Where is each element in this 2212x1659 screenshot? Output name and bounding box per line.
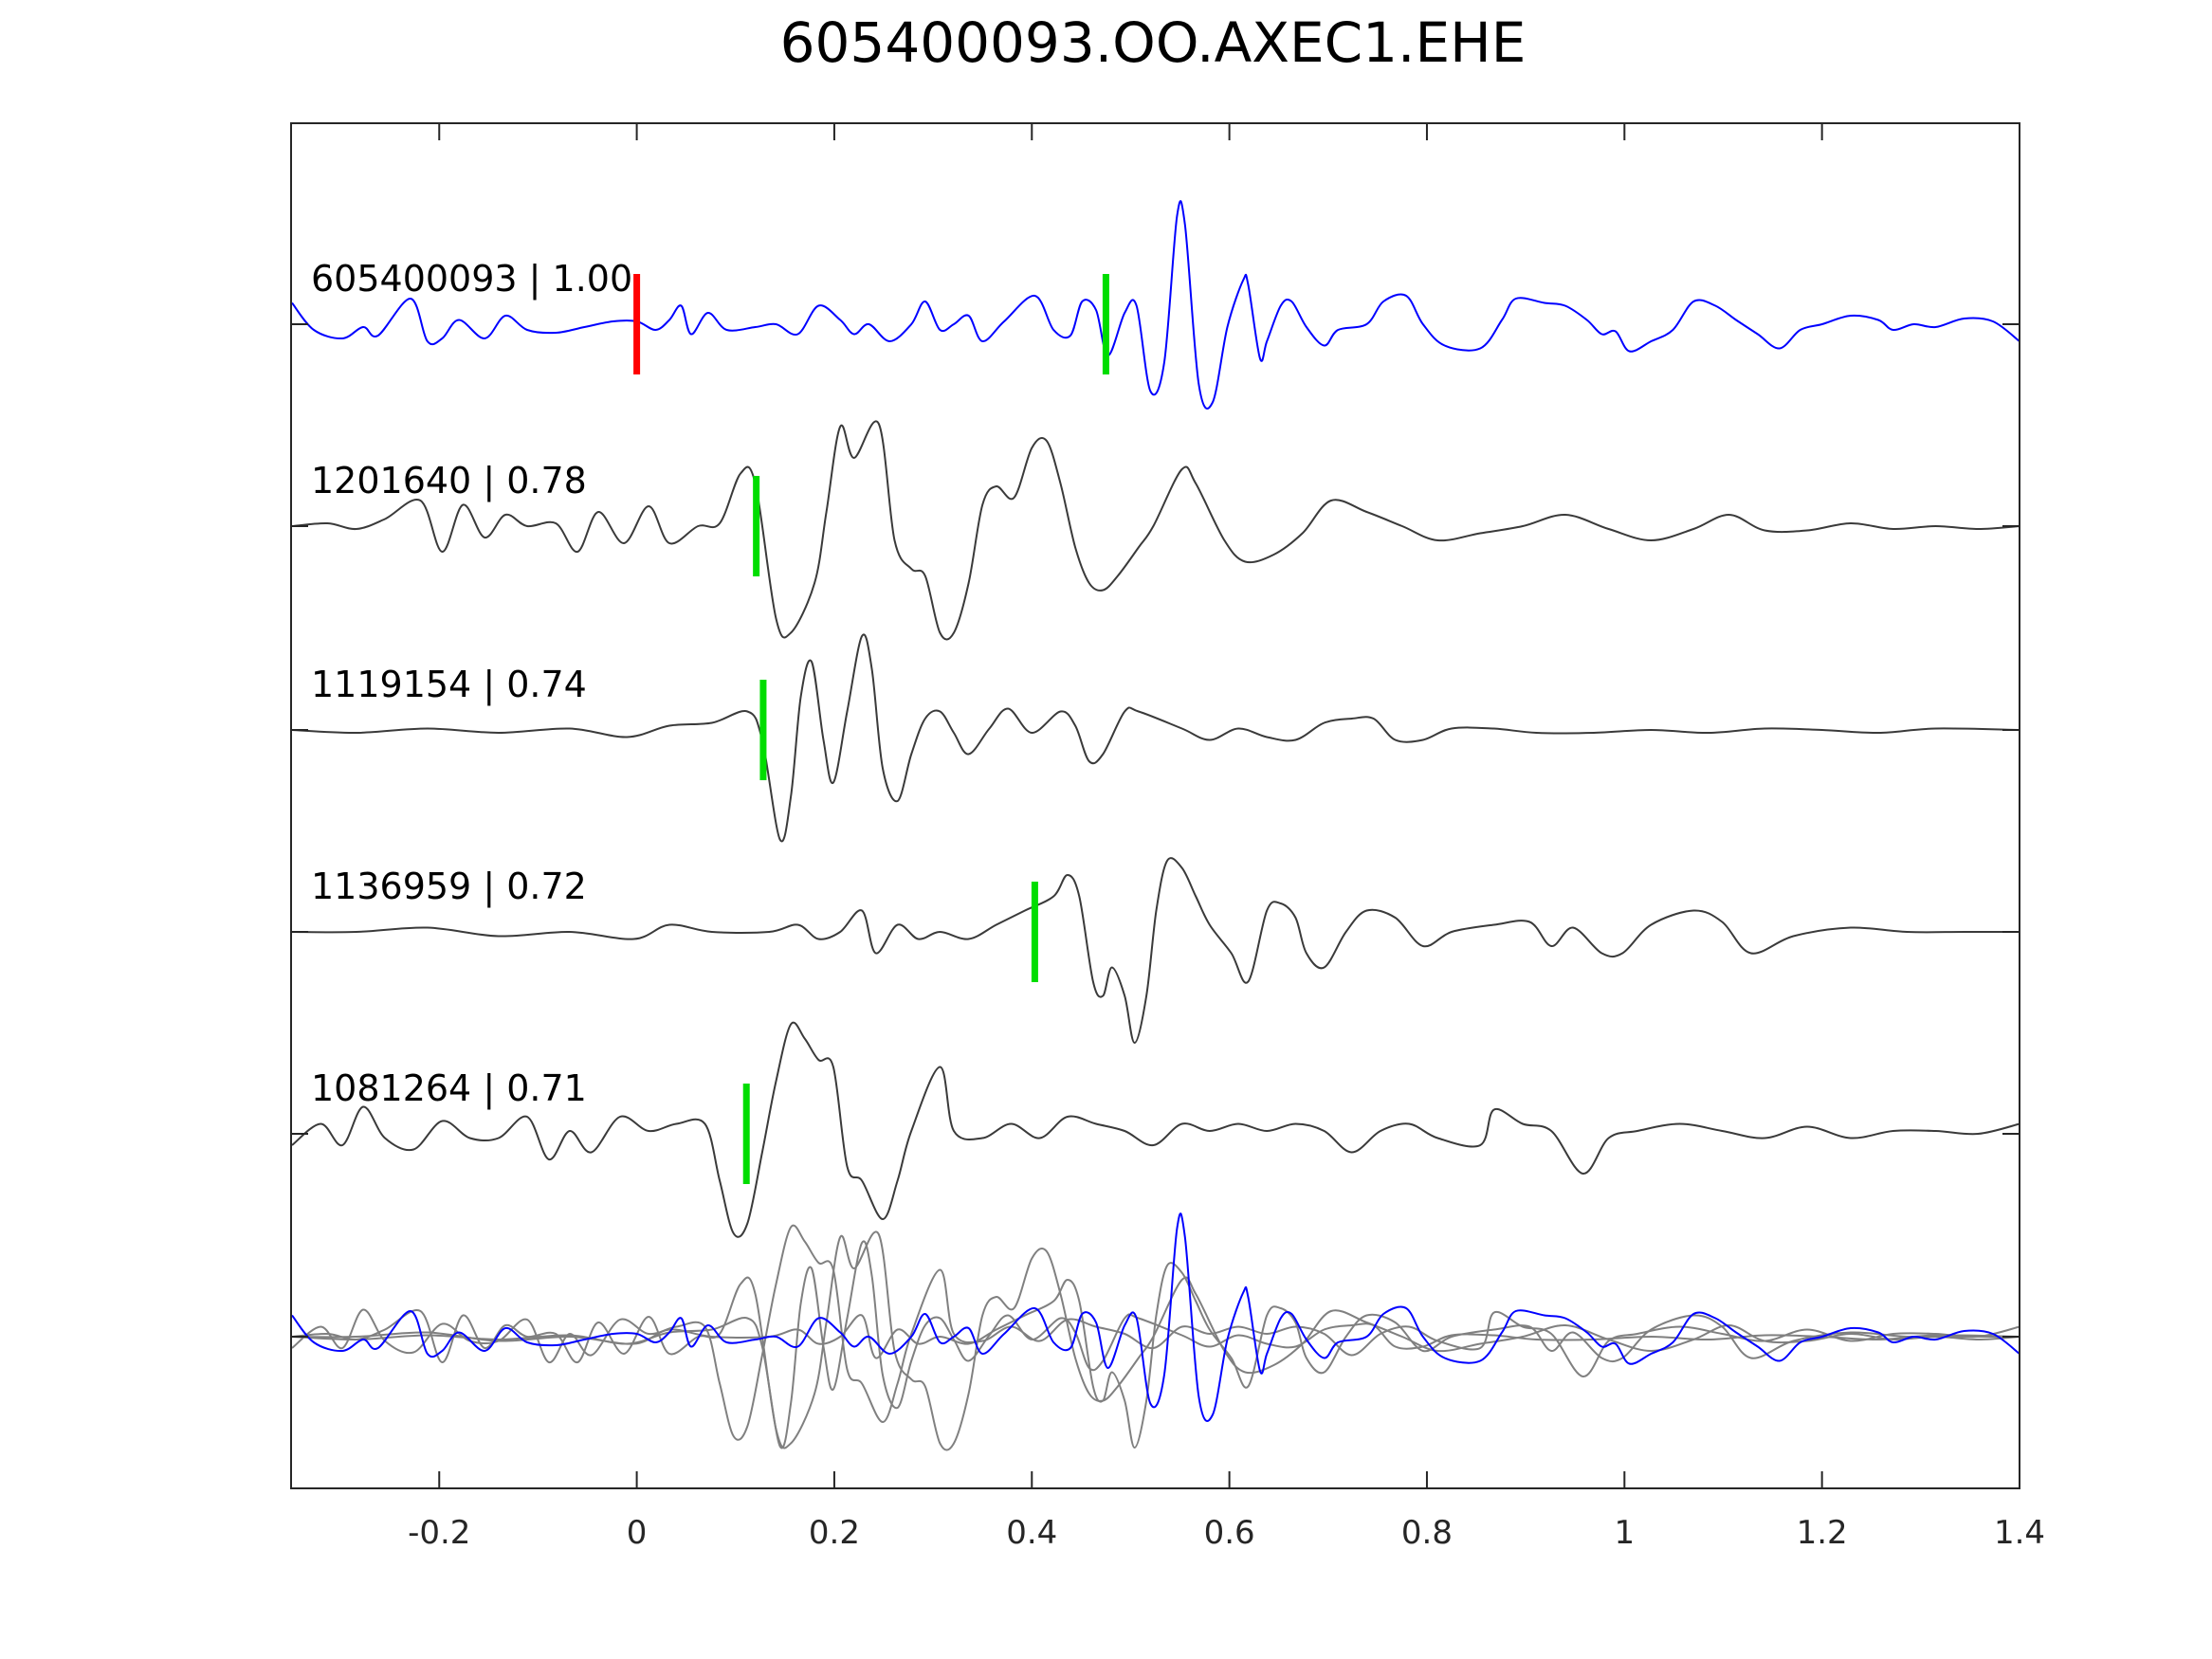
x-tick-label: 0.4: [1006, 1514, 1057, 1552]
stack-trace-reference: [291, 1212, 2020, 1422]
traces-group: 605400093 | 1.00 1201640 | 0.78 1119154 | …: [291, 200, 2020, 1451]
trace-line-2: [291, 420, 2020, 641]
x-tick-label: 0: [627, 1514, 648, 1552]
trace-label-3: 1119154 | 0.74: [311, 664, 587, 706]
trace-label-1: 605400093 | 1.00: [311, 258, 632, 301]
x-tick-label: 1.2: [1797, 1514, 1848, 1552]
axes-group: -0.2 0 0.2 0.4 0.6 0.8 1 1.2 1.4: [290, 122, 2045, 1552]
trace-label-4: 1136959 | 0.72: [311, 866, 587, 908]
stack-trace-4: [291, 1262, 2020, 1449]
chart-title: 605400093.OO.AXEC1.EHE: [780, 10, 1526, 75]
trace-line-1: [291, 200, 2020, 410]
plot-frame: [290, 122, 2020, 1489]
x-tick-label: 1.4: [1994, 1514, 2045, 1552]
x-tick-label: 1: [1614, 1514, 1635, 1552]
x-tick-label: -0.2: [408, 1514, 470, 1552]
stack-trace-3: [291, 1240, 2020, 1449]
trace-label-2: 1201640 | 0.78: [311, 460, 587, 502]
x-tick-label: 0.6: [1204, 1514, 1255, 1552]
x-tick-label: 0.8: [1401, 1514, 1453, 1552]
trace-line-4: [291, 857, 2020, 1045]
trace-line-5: [291, 1021, 2020, 1238]
x-tick-label: 0.2: [809, 1514, 860, 1552]
trace-label-5: 1081264 | 0.71: [311, 1067, 587, 1110]
